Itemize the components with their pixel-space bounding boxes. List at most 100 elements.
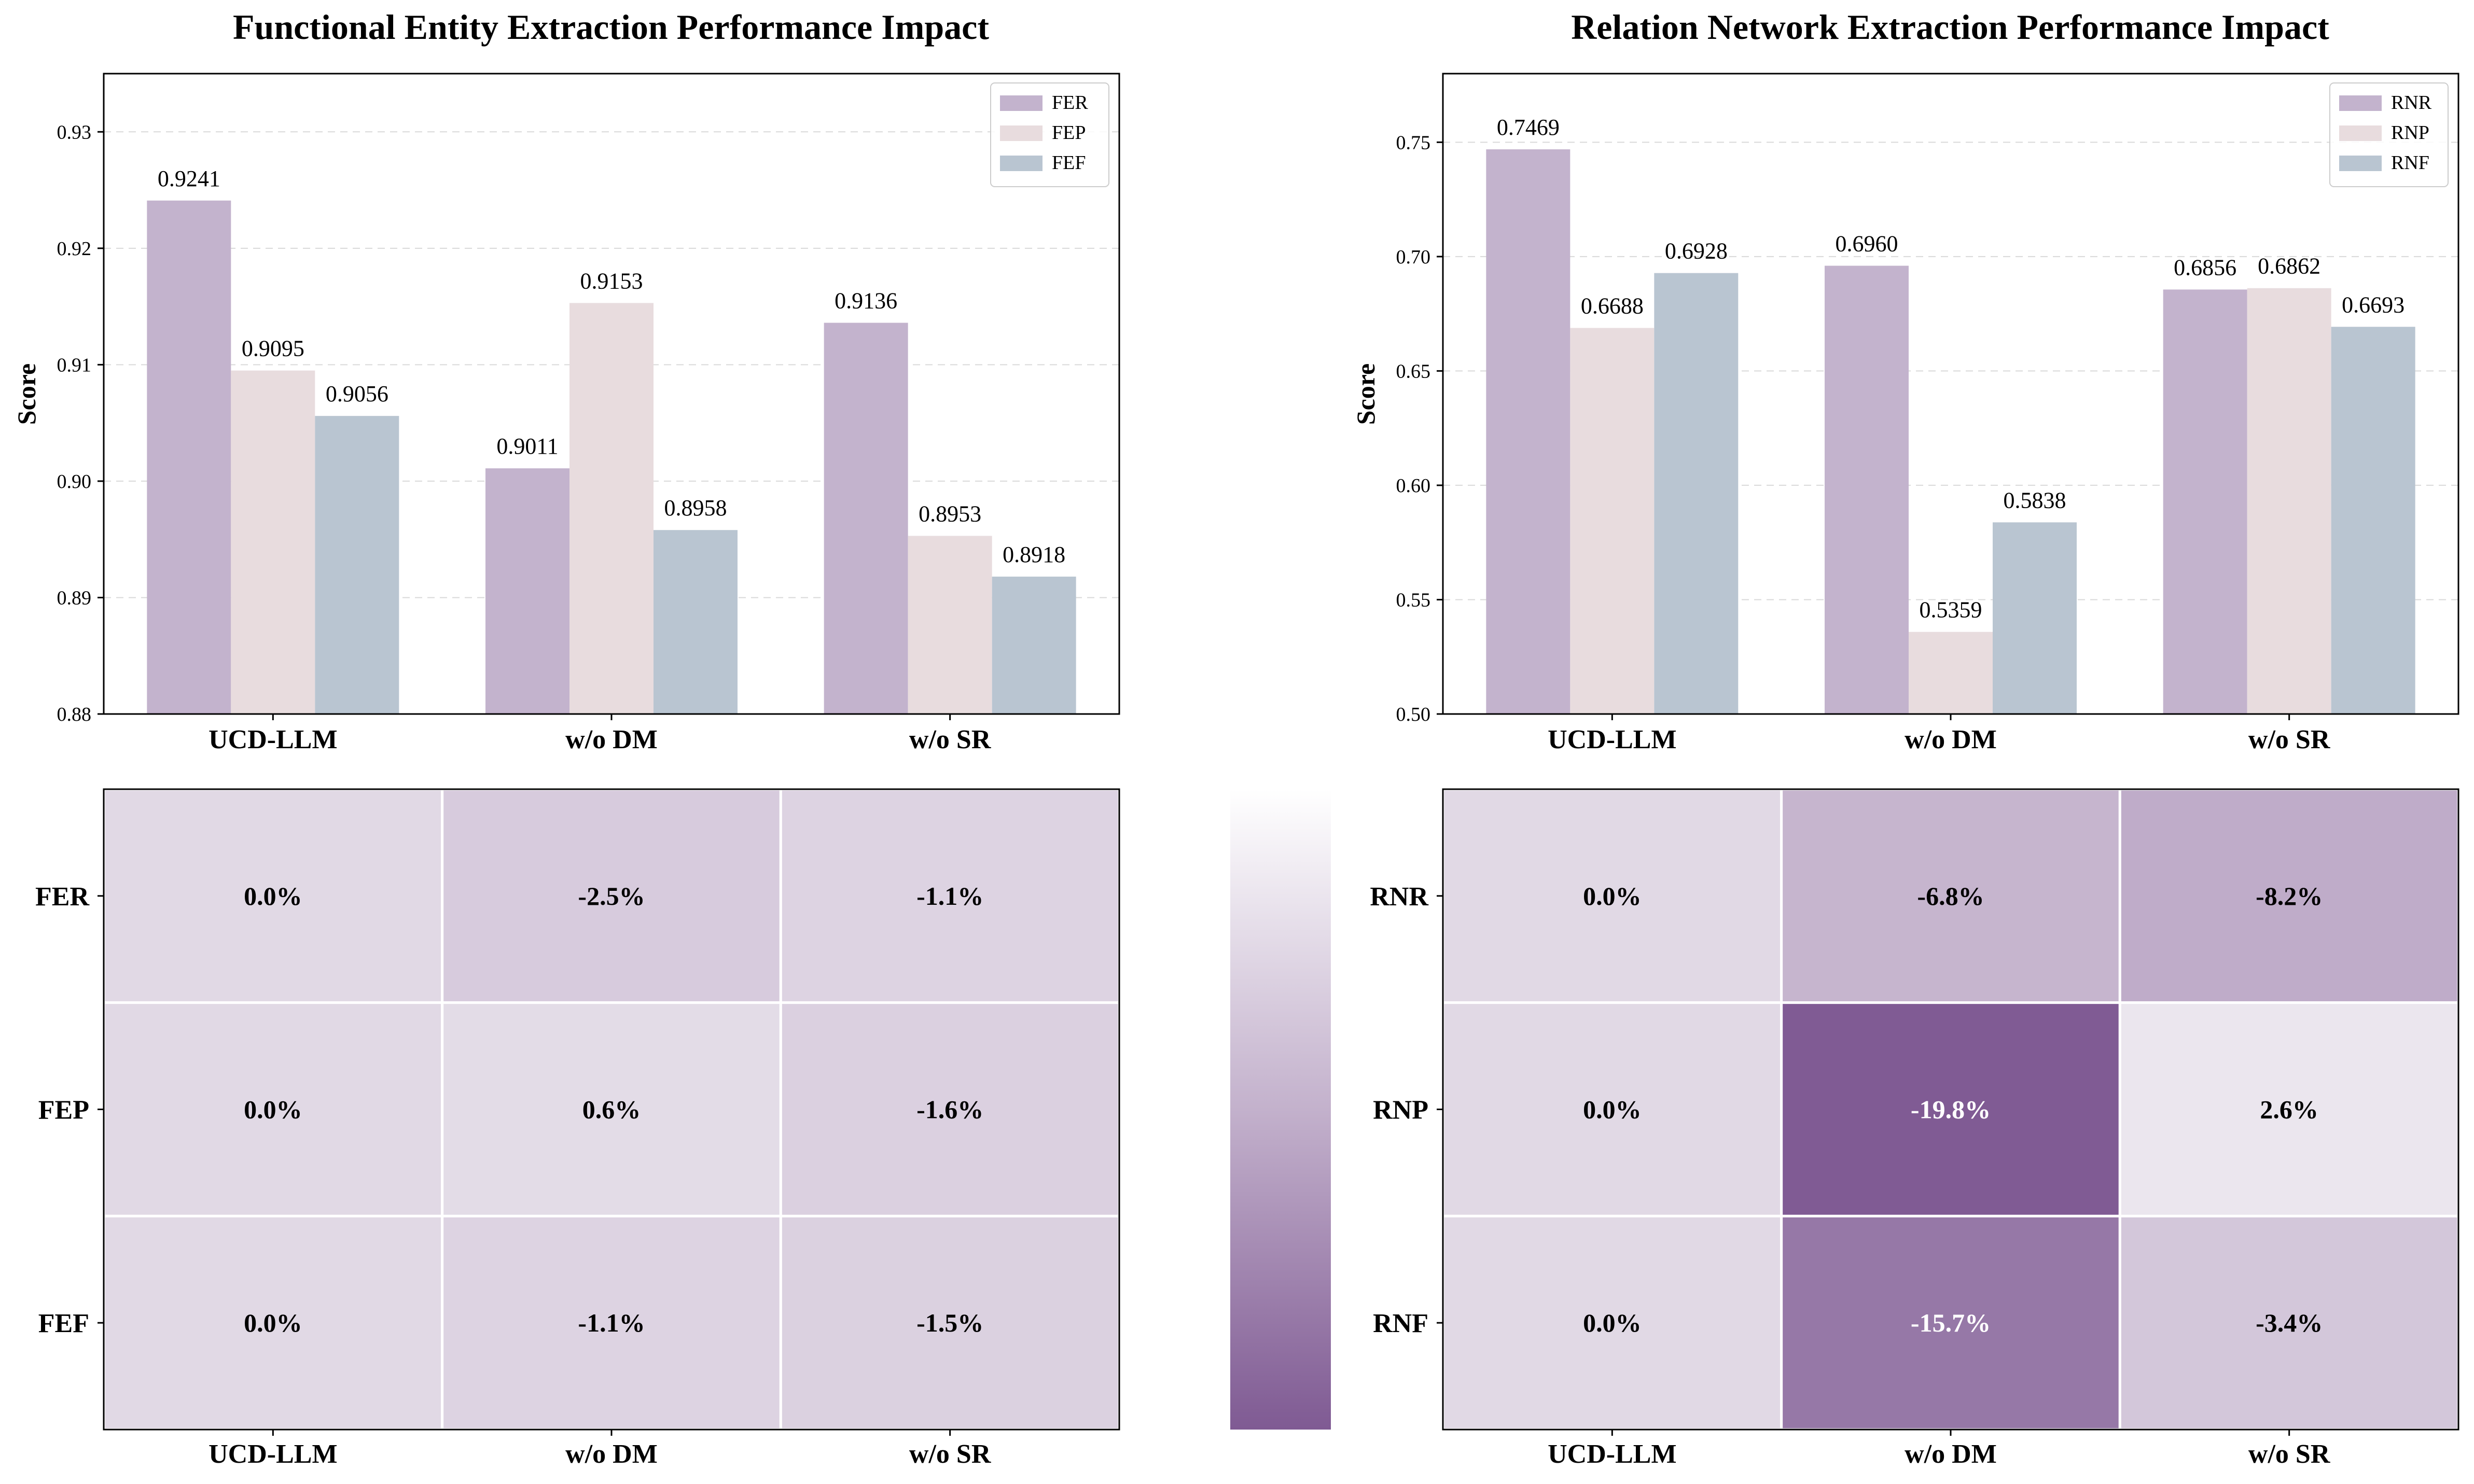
relation-heatmap-cell-label: -19.8%	[1911, 1095, 1991, 1124]
relation-heatmap-cell-label: 0.0%	[1583, 881, 1642, 911]
entity-heatmap-col-label: w/o DM	[565, 1439, 658, 1469]
relation-x-tick-label: w/o DM	[1905, 725, 1997, 754]
entity-heatmap-col-label: w/o SR	[909, 1439, 992, 1469]
relation-x-tick-label: w/o SR	[2248, 725, 2331, 754]
entity-data-label: 0.8918	[1003, 542, 1065, 567]
entity-heatmap-cell	[441, 1001, 782, 1217]
entity-heatmap-row-label: FEF	[38, 1309, 89, 1338]
relation-heatmap-col-label: w/o DM	[1905, 1439, 1997, 1469]
entity-y-tick-label: 0.91	[57, 354, 92, 376]
relation-data-label: 0.6862	[2258, 254, 2320, 279]
entity-y-tick-label: 0.89	[57, 587, 92, 609]
relation-heatmap-cell-label: -3.4%	[2256, 1308, 2323, 1337]
entity-y-tick-label: 0.88	[57, 704, 92, 725]
relation-heatmap-cell-label: 2.6%	[2260, 1095, 2318, 1124]
relation-heatmap-col-label: w/o SR	[2248, 1439, 2331, 1469]
entity-heatmap-cell-label: -1.6%	[916, 1095, 983, 1124]
relation-data-label: 0.6856	[2174, 255, 2236, 280]
relation-bar-rnr	[2163, 289, 2247, 714]
entity-bar-fef	[992, 577, 1076, 714]
relation-heatmap-cell-label: 0.0%	[1583, 1308, 1642, 1337]
relation-heatmap-cell-label: 0.0%	[1583, 1095, 1642, 1124]
relation-heatmap-cell	[1780, 1001, 2121, 1217]
relation-heatmap-cell	[2118, 1001, 2460, 1217]
relation-y-tick-label: 0.55	[1396, 589, 1431, 611]
entity-legend-swatch	[1000, 95, 1043, 111]
entity-bar-fep	[908, 536, 992, 714]
colorbar	[1230, 789, 1331, 1430]
relation-legend-label: RNR	[2391, 92, 2432, 114]
entity-heatmap-cell-label: 0.0%	[244, 1095, 302, 1124]
relation-heatmap-cell	[2118, 788, 2460, 1004]
entity-data-label: 0.9153	[580, 268, 643, 293]
entity-y-tick-label: 0.92	[57, 238, 92, 260]
entity-legend-label: FER	[1052, 92, 1088, 114]
entity-y-tick-label: 0.93	[57, 121, 92, 143]
entity-data-label: 0.9241	[158, 166, 220, 191]
entity-legend-swatch	[1000, 156, 1043, 171]
entity-heatmap-row-label: FER	[35, 882, 90, 912]
relation-data-label: 0.6693	[2342, 292, 2404, 317]
relation-change-heatmap: 0.0% -6.8% -8.2% 0.0% -19.8% 2.6% 0.0% -15.7% -3…	[1370, 788, 2460, 1469]
relation-bar-chart: Relation Network Extraction Performance …	[1351, 7, 2459, 754]
entity-x-tick-label: w/o SR	[909, 725, 992, 754]
relation-heatmap-cell	[1441, 1001, 1783, 1217]
relation-bar-rnf	[2331, 327, 2415, 714]
relation-heatmap-cell-label: -6.8%	[1917, 881, 1984, 911]
entity-heatmap-cell	[779, 1214, 1121, 1431]
entity-bar-fef	[315, 416, 399, 714]
entity-data-label: 0.9136	[835, 288, 897, 314]
relation-data-label: 0.5838	[2004, 487, 2066, 513]
relation-y-axis-label: Score	[1351, 363, 1380, 425]
relation-bar-rnr	[1825, 265, 1909, 714]
entity-bar-chart: Functional Entity Extraction Performance…	[12, 7, 1120, 754]
entity-bar-fer	[485, 468, 569, 714]
entity-heatmap-row-label: FEP	[38, 1096, 89, 1125]
relation-heatmap-row-label: RNP	[1373, 1096, 1428, 1125]
entity-bar-fep	[231, 370, 315, 714]
relation-data-label: 0.6928	[1665, 239, 1728, 264]
entity-heatmap-cell	[102, 1001, 444, 1217]
relation-heatmap-cell	[1780, 1214, 2121, 1431]
entity-y-tick-label: 0.90	[57, 471, 92, 493]
entity-heatmap-cell-label: 0.6%	[582, 1095, 641, 1124]
relation-bar-rnp	[2247, 288, 2331, 714]
relation-legend-swatch	[2339, 156, 2382, 171]
relation-x-tick-label: UCD-LLM	[1548, 725, 1676, 754]
entity-heatmap-cell-label: 0.0%	[244, 881, 302, 911]
entity-bar-fer	[147, 200, 231, 715]
relation-y-tick-label: 0.75	[1396, 132, 1431, 153]
relation-bar-rnp	[1909, 632, 1993, 714]
entity-heatmap-cell-label: -1.5%	[916, 1308, 983, 1337]
relation-data-label: 0.6688	[1581, 293, 1644, 318]
relation-legend: RNR RNP RNF	[2329, 82, 2449, 187]
entity-data-label: 0.8953	[919, 501, 981, 526]
entity-legend-swatch	[1000, 125, 1043, 141]
relation-y-tick-label: 0.50	[1396, 704, 1431, 725]
relation-data-label: 0.7469	[1497, 115, 1560, 140]
entity-chart-title: Functional Entity Extraction Performance…	[233, 7, 989, 47]
relation-y-tick-label: 0.60	[1396, 475, 1431, 497]
relation-bar-rnf	[1654, 273, 1739, 714]
entity-x-tick-label: w/o DM	[565, 725, 658, 754]
relation-data-label: 0.6960	[1836, 231, 1898, 257]
relation-y-tick-label: 0.70	[1396, 246, 1431, 268]
relation-heatmap-cell	[2118, 1214, 2460, 1431]
entity-data-label: 0.9056	[326, 381, 388, 407]
entity-heatmap-cell	[441, 1214, 782, 1431]
relation-heatmap-row-label: RNR	[1370, 882, 1429, 912]
relation-heatmap-cell-label: -15.7%	[1911, 1308, 1991, 1337]
relation-y-tick-label: 0.65	[1396, 360, 1431, 382]
relation-heatmap-cell	[1780, 788, 2121, 1004]
entity-heatmap-cell	[441, 788, 782, 1004]
entity-y-axis-label: Score	[12, 363, 41, 425]
relation-bar-rnp	[1570, 328, 1655, 714]
entity-heatmap-cell-label: -2.5%	[578, 881, 645, 911]
relation-legend-swatch	[2339, 95, 2382, 111]
entity-data-label: 0.9095	[242, 336, 304, 361]
relation-bar-rnr	[1486, 149, 1570, 714]
entity-data-label: 0.9011	[496, 433, 558, 459]
entity-heatmap-cell-label: 0.0%	[244, 1308, 302, 1337]
entity-heatmap-cell	[779, 1001, 1121, 1217]
